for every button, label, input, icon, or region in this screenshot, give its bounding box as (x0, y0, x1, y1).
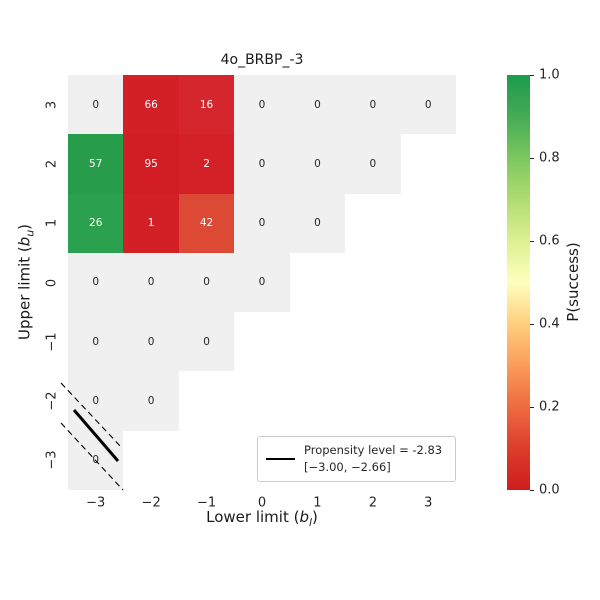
colorbar-tick-label: 1.0 (539, 67, 560, 83)
legend-label-line1: Propensity level = -2.83 (304, 443, 443, 458)
x-tick-label: 2 (368, 495, 377, 511)
heatmap-cell: 0 (345, 75, 401, 135)
heatmap-cell-empty (401, 371, 456, 430)
heatmap-cell: 66 (123, 75, 179, 135)
heatmap-cell-empty (290, 253, 345, 312)
heatmap-cell: 42 (178, 193, 235, 253)
y-tick-label: 3 (44, 100, 60, 109)
x-axis-label-var: b (299, 508, 309, 526)
heatmap-cell: 0 (178, 312, 235, 372)
colorbar-tick-mark (530, 158, 534, 159)
x-axis-label-sub: l (309, 516, 312, 529)
y-tick-label: 0 (44, 278, 60, 287)
colorbar-tick-mark (530, 324, 534, 325)
heatmap-cell: 0 (289, 75, 346, 135)
colorbar-tick-label: 0.6 (539, 233, 560, 249)
heatmap-cell-empty (401, 134, 456, 193)
y-tick-label: 1 (44, 219, 60, 228)
y-tick-label: −1 (44, 332, 60, 352)
heatmap-cell: 0 (68, 430, 124, 490)
heatmap-cell: 0 (68, 312, 124, 372)
heatmap-cell: 0 (289, 134, 346, 194)
heatmap: 0 66 16 0 0 0 0 57 95 2 0 0 0 26 1 42 0 0 0 0 0 0 0 0 0 0 0 0 (68, 75, 456, 490)
colorbar-tick-label: 0.2 (539, 399, 560, 415)
x-tick-label: 0 (257, 495, 267, 511)
y-axis-label-var: b (15, 236, 34, 247)
heatmap-cell: 0 (123, 252, 179, 313)
legend-text: Propensity level = -2.83 [−3.00, −2.66] (304, 442, 442, 475)
heatmap-cell-empty (401, 312, 456, 371)
heatmap-cell: 0 (345, 134, 401, 194)
heatmap-cell-empty (234, 312, 289, 371)
heatmap-cell: 1 (123, 193, 179, 253)
heatmap-cell: 0 (68, 371, 124, 431)
chart-title: 4o_BRBP_-3 (220, 52, 304, 68)
y-axis-label-text: Upper limit ( (15, 246, 34, 341)
legend: Propensity level = -2.83 [−3.00, −2.66] (257, 436, 456, 482)
heatmap-cell: 95 (123, 134, 179, 194)
y-tick-label: −3 (44, 450, 60, 470)
heatmap-cell-empty (345, 312, 400, 371)
heatmap-cell: 0 (289, 193, 346, 253)
heatmap-cell-empty (345, 194, 400, 253)
x-axis-label: Lower limit (bl) (68, 508, 456, 529)
y-tick-label: −2 (44, 391, 60, 411)
heatmap-cell: 0 (234, 252, 290, 313)
x-axis-label-close: ) (312, 508, 318, 526)
heatmap-cell: 0 (400, 75, 456, 135)
y-tick-label: 2 (44, 159, 60, 169)
x-tick-label: −2 (141, 495, 161, 511)
heatmap-cell-empty (401, 253, 456, 312)
heatmap-cell: 0 (123, 371, 179, 431)
heatmap-cell-empty (234, 371, 289, 430)
x-tick-label: −1 (196, 495, 217, 511)
heatmap-cell-empty (345, 371, 400, 430)
y-axis-label-close: ) (15, 223, 34, 230)
heatmap-cell: 26 (68, 193, 124, 253)
heatmap-cell-empty (179, 431, 234, 490)
heatmap-cell: 0 (178, 252, 235, 313)
x-tick-label: −3 (86, 495, 106, 511)
colorbar-label: P(success) (564, 242, 582, 321)
colorbar-tick-mark (530, 241, 534, 242)
heatmap-cell-empty (345, 253, 400, 312)
heatmap-cell: 0 (68, 252, 124, 313)
legend-line-sample (266, 458, 295, 460)
heatmap-cell: 0 (234, 75, 290, 135)
legend-label-line2: [−3.00, −2.66] (304, 460, 391, 474)
x-tick-label: 1 (313, 495, 322, 511)
heatmap-cell-empty (123, 431, 178, 490)
heatmap-cell: 0 (234, 193, 290, 253)
heatmap-cell: 0 (68, 75, 124, 135)
colorbar (507, 75, 530, 490)
heatmap-cell: 0 (234, 134, 290, 194)
heatmap-cell-empty (179, 371, 234, 430)
heatmap-cell: 16 (178, 75, 235, 135)
y-axis-label: Upper limit (bu) (16, 224, 37, 340)
x-tick-label: 3 (424, 495, 433, 511)
colorbar-tick-label: 0.4 (539, 316, 560, 332)
colorbar-tick-label: 0.8 (539, 150, 560, 166)
heatmap-cell: 2 (178, 134, 235, 194)
colorbar-tick-label: 0.0 (539, 482, 560, 498)
colorbar-tick-mark (530, 490, 534, 491)
heatmap-cell-empty (290, 312, 345, 371)
heatmap-cell-empty (290, 371, 345, 430)
heatmap-cell-empty (401, 194, 456, 253)
colorbar-label-text: P(success) (564, 242, 582, 322)
colorbar-tick-mark (530, 407, 534, 408)
x-axis-label-text: Lower limit ( (206, 508, 300, 526)
heatmap-cell: 57 (68, 134, 124, 194)
y-axis-label-sub: u (23, 229, 37, 237)
colorbar-tick-mark (530, 75, 534, 76)
heatmap-cell: 0 (123, 312, 179, 372)
